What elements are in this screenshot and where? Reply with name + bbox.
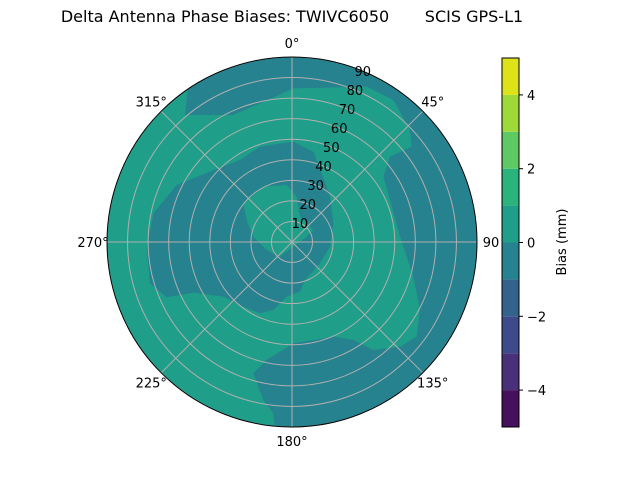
colorbar-segment — [502, 353, 519, 391]
angular-tick-label: 90 — [483, 236, 500, 251]
radial-tick-label: 20 — [299, 198, 316, 213]
colorbar-segment — [502, 390, 519, 427]
angular-tick-label: 225° — [136, 377, 167, 392]
angular-tick-label: 45° — [421, 95, 444, 110]
radial-tick-label: 50 — [323, 141, 340, 156]
colorbar-tick-label: −2 — [527, 310, 546, 325]
colorbar-label: Bias (mm) — [555, 209, 570, 276]
angular-tick-label: 270° — [77, 236, 108, 251]
colorbar-segment — [502, 316, 519, 354]
colorbar-tick-label: 0 — [527, 237, 535, 252]
radial-tick-label: 80 — [347, 84, 364, 99]
colorbar-segment — [502, 94, 519, 132]
colorbar-tick-label: 2 — [527, 163, 535, 178]
colorbar-tick-label: −4 — [527, 384, 546, 399]
angular-tick-label: 0° — [285, 37, 300, 52]
polar-plot-area — [107, 57, 477, 427]
colorbar-segment — [502, 205, 519, 243]
angular-gridline — [160, 241, 293, 374]
angular-tick-label: 180° — [276, 435, 307, 450]
angular-tick-label: 135° — [417, 377, 448, 392]
radial-tick-label: 30 — [307, 179, 324, 194]
angular-gridline — [291, 110, 424, 243]
polar-frame — [106, 56, 478, 428]
contour-region-positive-band — [107, 76, 420, 427]
colorbar-segment — [502, 168, 519, 206]
radial-tick-label: 90 — [355, 65, 372, 80]
radial-tick-label: 70 — [339, 103, 356, 118]
colorbar-segment — [502, 242, 519, 280]
polar-grid — [107, 57, 477, 427]
colorbar-segment — [502, 58, 519, 95]
angular-tick-label: 315° — [136, 95, 167, 110]
angular-gridline — [160, 110, 293, 243]
colorbar-segment — [502, 279, 519, 317]
chart-title: Delta Antenna Phase Biases: TWIVC6050 SC… — [60, 7, 524, 26]
colorbar-tick-label: 4 — [527, 89, 535, 104]
radial-tick-label: 10 — [292, 217, 309, 232]
angular-gridline — [291, 241, 424, 374]
colorbar-segment — [502, 131, 519, 169]
radial-tick-label: 40 — [315, 160, 332, 175]
radial-tick-label: 60 — [331, 122, 348, 137]
